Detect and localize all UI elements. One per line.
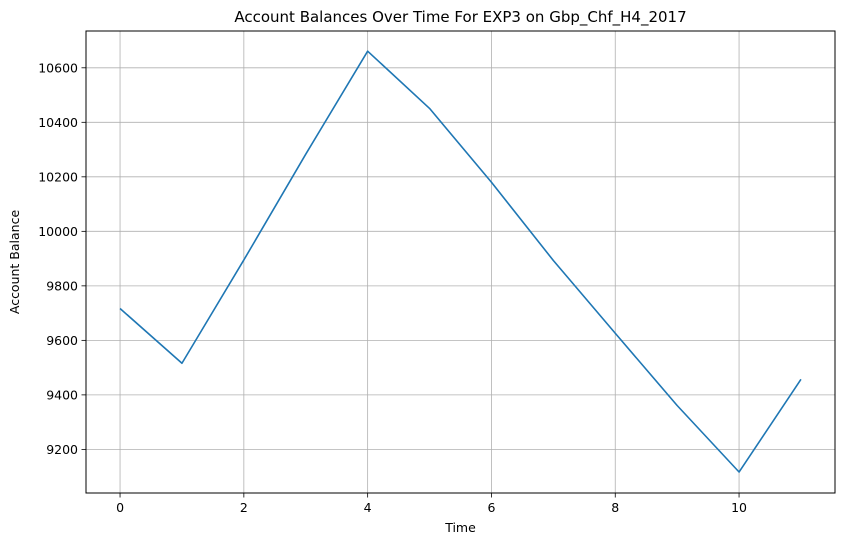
y-tick-label: 10200 [38, 169, 78, 184]
chart-title: Account Balances Over Time For EXP3 on G… [234, 8, 686, 27]
y-tick-label: 10600 [38, 60, 78, 75]
x-tick-label: 0 [116, 500, 124, 515]
x-tick-label: 6 [487, 500, 495, 515]
y-tick-label: 10000 [38, 224, 78, 239]
y-tick-label: 9200 [46, 442, 78, 457]
x-tick-label: 8 [611, 500, 619, 515]
x-axis-label: Time [444, 520, 476, 535]
y-tick-label: 9600 [46, 333, 78, 348]
x-tick-label: 4 [364, 500, 372, 515]
y-tick-label: 9800 [46, 278, 78, 293]
x-tick-label: 2 [240, 500, 248, 515]
series-line-0 [119, 50, 802, 473]
plot-area-frame [85, 30, 836, 494]
x-tick-label: 10 [731, 500, 747, 515]
axis-ticks: 0 2 4 6 8 10 9200 9400 9600 9800 10000 10200 10400 10… [38, 60, 747, 515]
y-tick-label: 10400 [38, 115, 78, 130]
grid [86, 31, 835, 493]
y-tick-label: 9400 [46, 387, 78, 402]
series-layer [119, 50, 802, 473]
y-axis-label: Account Balance [7, 210, 22, 315]
